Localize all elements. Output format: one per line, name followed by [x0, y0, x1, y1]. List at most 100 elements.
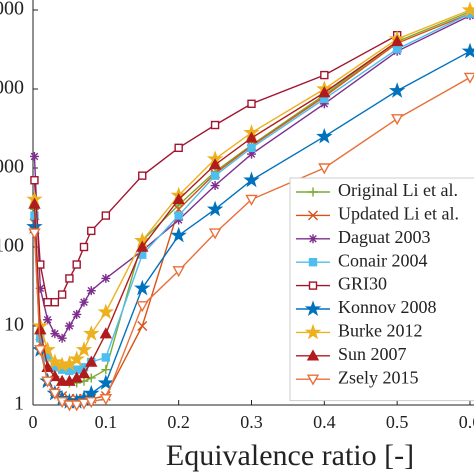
marker [134, 279, 151, 296]
marker [85, 355, 98, 367]
marker [83, 325, 100, 341]
marker [85, 397, 98, 409]
marker [208, 158, 222, 170]
marker [97, 374, 115, 390]
legend-label: Conair 2004 [338, 250, 428, 270]
marker [210, 181, 220, 191]
y-tick-label: 10 [4, 314, 24, 336]
marker [46, 353, 64, 370]
x-tick-label: 0.5 [386, 412, 409, 432]
legend-label: Daguat 2003 [338, 227, 430, 247]
marker [97, 303, 115, 320]
marker [57, 290, 67, 299]
marker [208, 228, 222, 240]
marker [174, 143, 183, 153]
marker [316, 127, 333, 144]
marker [101, 211, 111, 220]
marker [461, 1, 474, 18]
x-tick-label: 0.3 [240, 412, 263, 432]
marker [101, 353, 111, 362]
marker [99, 394, 113, 406]
marker [392, 44, 402, 54]
marker [320, 70, 329, 80]
marker [172, 266, 185, 278]
y-tick-label: 1 [14, 393, 24, 415]
marker [72, 260, 81, 269]
legend-label: Original Li et al. [338, 180, 458, 200]
legend-label: Konnov 2008 [338, 297, 437, 317]
legend-marker [308, 210, 318, 221]
marker [29, 151, 39, 161]
marker [34, 345, 47, 357]
marker [70, 400, 83, 412]
marker [210, 171, 220, 180]
marker [99, 327, 113, 339]
legend-marker [308, 281, 318, 290]
marker [245, 131, 258, 143]
marker [68, 350, 85, 367]
legend-marker [304, 300, 322, 317]
legend-marker [306, 374, 320, 386]
legend-marker [308, 234, 318, 244]
marker [64, 321, 74, 331]
marker [138, 171, 147, 180]
marker [77, 398, 91, 410]
marker [245, 194, 258, 206]
legend-marker [308, 187, 318, 197]
marker [75, 341, 93, 357]
marker [136, 240, 149, 252]
marker [35, 283, 45, 293]
marker [86, 286, 96, 296]
legend-marker [308, 258, 318, 267]
marker [34, 323, 47, 335]
legend-label: Updated Li et al. [338, 204, 459, 224]
x-tick-label: 0 [29, 412, 38, 432]
marker [319, 99, 329, 109]
marker [50, 329, 60, 339]
marker [65, 274, 74, 283]
marker [79, 242, 89, 252]
marker [43, 315, 53, 325]
marker [136, 301, 149, 313]
marker [170, 226, 187, 243]
marker [50, 298, 60, 307]
marker [30, 176, 39, 185]
y-tick-label: 100 [0, 235, 24, 257]
marker [41, 376, 54, 388]
marker [48, 388, 62, 400]
legend-label: Sun 2007 [338, 344, 407, 364]
x-tick-label: 0.6 [459, 412, 474, 432]
legend-label: GRI30 [338, 274, 387, 294]
legend-marker [306, 349, 320, 361]
marker [101, 273, 111, 283]
marker [63, 400, 76, 412]
marker [77, 367, 91, 379]
legend-label: Zsely 2015 [338, 367, 419, 387]
marker [210, 120, 220, 130]
marker [55, 374, 69, 386]
marker [318, 86, 331, 98]
marker [172, 192, 185, 205]
marker [57, 333, 67, 343]
x-tick-label: 0.1 [95, 412, 118, 432]
x-tick-label: 0.2 [167, 412, 190, 432]
legend-label: Burke 2012 [338, 321, 423, 341]
marker [72, 309, 82, 319]
marker [43, 298, 52, 307]
marker [247, 143, 256, 153]
marker [137, 321, 148, 331]
marker [87, 226, 96, 236]
marker [101, 365, 111, 375]
marker [243, 171, 260, 188]
marker [174, 215, 184, 225]
marker [206, 200, 224, 217]
marker [461, 42, 474, 59]
x-axis-label: Equivalence ratio [-] [166, 439, 414, 472]
marker [463, 72, 474, 84]
marker [390, 34, 404, 47]
marker [174, 211, 183, 220]
